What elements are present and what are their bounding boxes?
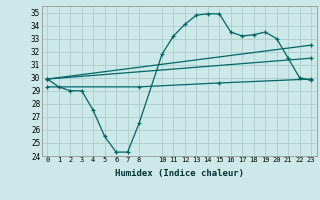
X-axis label: Humidex (Indice chaleur): Humidex (Indice chaleur) (115, 169, 244, 178)
